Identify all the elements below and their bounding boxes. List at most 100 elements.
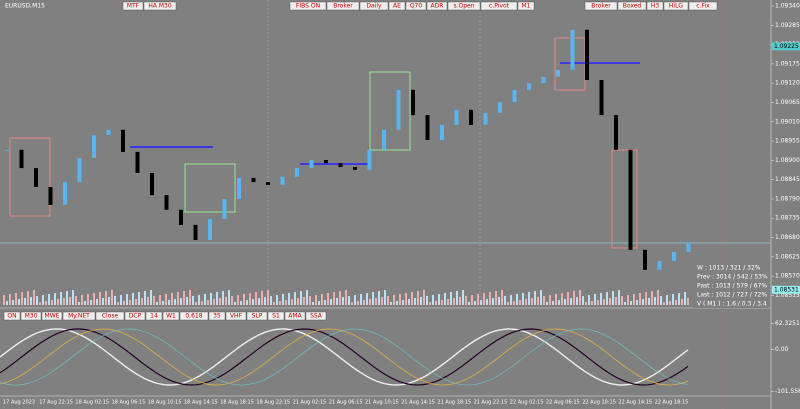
candle xyxy=(338,163,343,168)
toolbar-button-label[interactable]: Broker xyxy=(591,3,611,10)
volume-bar xyxy=(513,301,515,305)
toolbar-button[interactable] xyxy=(289,1,327,11)
toolbar-button-label[interactable]: VHF xyxy=(230,313,243,320)
toolbar-button-label[interactable]: MTF xyxy=(127,3,140,10)
toolbar-button[interactable] xyxy=(284,311,306,321)
candle xyxy=(208,218,212,240)
candle xyxy=(672,251,676,262)
toolbar-button-label[interactable]: AMA xyxy=(288,313,302,320)
osc-line xyxy=(0,328,689,386)
toolbar-button[interactable] xyxy=(305,311,327,321)
candle xyxy=(295,168,299,177)
volume-bar xyxy=(435,301,437,305)
toolbar-button[interactable] xyxy=(447,1,481,11)
toolbar-button-label[interactable]: HiLG xyxy=(669,3,684,10)
volume-bar xyxy=(498,297,500,305)
volume-bar xyxy=(483,293,485,305)
volume-bar xyxy=(369,299,371,305)
toolbar-button-label[interactable]: HA M30 xyxy=(148,3,172,10)
toolbar-button[interactable] xyxy=(145,311,163,321)
toolbar-button-label[interactable]: My.NET xyxy=(68,313,90,320)
volume-bar xyxy=(591,301,593,305)
y-tick-label: 1.09285 xyxy=(775,22,800,29)
toolbar-button-label[interactable]: SLP xyxy=(252,313,263,320)
toolbar-button-label[interactable]: MWE xyxy=(45,313,60,320)
toolbar-button-label[interactable]: s.Open xyxy=(453,3,474,10)
toolbar-button[interactable] xyxy=(405,1,427,11)
toolbar-button[interactable] xyxy=(122,1,144,11)
toolbar-button[interactable] xyxy=(95,311,125,321)
toolbar-button-label[interactable]: ON xyxy=(7,313,16,320)
osc-tick-label: -101.55609 xyxy=(775,388,800,395)
volume-bar xyxy=(459,297,461,305)
toolbar-button-label[interactable]: 0.618 xyxy=(185,313,202,320)
toolbar-button-label[interactable]: Q70 xyxy=(410,3,423,10)
volume-bar xyxy=(399,294,401,305)
toolbar-button[interactable] xyxy=(62,311,96,321)
y-tick-label: 1.08900 xyxy=(775,157,800,164)
toolbar-button-label[interactable]: M30 xyxy=(25,313,38,320)
volume-bar xyxy=(312,302,314,305)
toolbar-button[interactable] xyxy=(208,311,226,321)
volume-bar xyxy=(426,296,428,305)
volume-bar xyxy=(171,293,173,305)
toolbar-button[interactable] xyxy=(179,311,209,321)
toolbar-button[interactable] xyxy=(663,1,689,11)
toolbar-button[interactable] xyxy=(124,311,146,321)
volume-bar xyxy=(228,290,230,305)
toolbar-button-label[interactable]: 14 xyxy=(150,313,158,320)
toolbar-button[interactable] xyxy=(246,311,268,321)
y-tick-label: 1.08790 xyxy=(775,195,800,202)
toolbar-button-label[interactable]: SSA xyxy=(310,313,323,320)
volume-bar xyxy=(237,295,239,305)
toolbar-button[interactable] xyxy=(388,1,406,11)
toolbar-button-label[interactable]: FIBS ON xyxy=(296,3,320,10)
x-tick-label: 21 Aug 22:15 xyxy=(474,400,508,406)
price-marker-label: 1.08531 xyxy=(774,286,799,293)
toolbar-button[interactable] xyxy=(617,1,647,11)
toolbar-button[interactable] xyxy=(688,1,718,11)
volume-bar xyxy=(285,300,287,305)
volume-bar xyxy=(405,293,407,305)
toolbar-button-label[interactable]: H3 xyxy=(651,3,660,10)
toolbar-button[interactable] xyxy=(41,311,63,321)
toolbar-button-label[interactable]: ADR xyxy=(431,3,444,10)
toolbar-button[interactable] xyxy=(426,1,448,11)
toolbar-button[interactable] xyxy=(20,311,42,321)
toolbar-button[interactable] xyxy=(267,311,285,321)
toolbar-button-label[interactable]: S1 xyxy=(272,313,280,320)
volume-bar xyxy=(585,302,587,305)
volume-bar xyxy=(429,302,431,305)
toolbar-button-label[interactable]: M1 xyxy=(522,3,531,10)
toolbar-button-label[interactable]: Close xyxy=(102,313,119,320)
volume-bar xyxy=(495,291,497,305)
toolbar-button[interactable] xyxy=(143,1,177,11)
toolbar-button[interactable] xyxy=(162,311,180,321)
toolbar-button[interactable] xyxy=(480,1,518,11)
volume-bar xyxy=(135,299,137,305)
toolbar-button[interactable] xyxy=(326,1,360,11)
volume-bar xyxy=(531,298,533,305)
volume-bar xyxy=(168,300,170,305)
candle xyxy=(367,149,372,170)
toolbar-button-label[interactable]: 35 xyxy=(213,313,221,320)
toolbar-button-label[interactable]: DCP xyxy=(129,313,142,320)
y-tick-label: 1.09065 xyxy=(775,99,800,106)
toolbar-button-label[interactable]: c.Pivot xyxy=(489,3,510,10)
toolbar-button-label[interactable]: AE xyxy=(393,3,401,10)
toolbar-button[interactable] xyxy=(584,1,618,11)
toolbar-button-label[interactable]: Boxed xyxy=(623,3,642,10)
toolbar-button[interactable] xyxy=(359,1,389,11)
toolbar-button[interactable] xyxy=(3,311,21,321)
toolbar-button-label[interactable]: Daily xyxy=(366,3,382,10)
toolbar-button[interactable] xyxy=(646,1,664,11)
session-box xyxy=(369,71,411,151)
volume-bar xyxy=(414,298,416,305)
volume-bar xyxy=(3,295,5,305)
toolbar-button[interactable] xyxy=(225,311,247,321)
toolbar-button[interactable] xyxy=(517,1,535,11)
toolbar-button-label[interactable]: W1 xyxy=(166,313,176,320)
toolbar-button-label[interactable]: Broker xyxy=(333,3,353,10)
toolbar-button-label[interactable]: c.Fix xyxy=(696,3,710,10)
